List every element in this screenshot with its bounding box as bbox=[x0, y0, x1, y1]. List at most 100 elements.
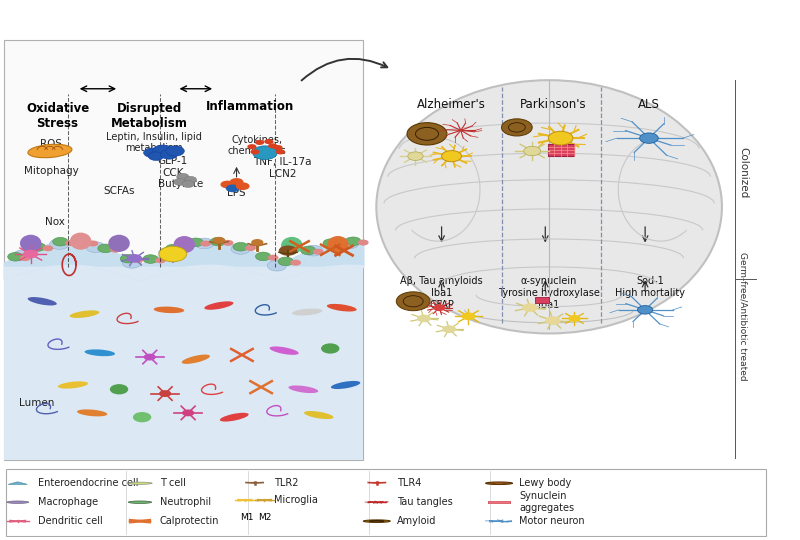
Ellipse shape bbox=[28, 297, 57, 306]
Circle shape bbox=[182, 409, 194, 416]
Circle shape bbox=[184, 177, 197, 183]
Text: Motor neuron: Motor neuron bbox=[519, 516, 585, 526]
Circle shape bbox=[110, 247, 121, 253]
Text: Nox: Nox bbox=[46, 217, 66, 227]
Text: Neutrophil: Neutrophil bbox=[160, 497, 211, 507]
Circle shape bbox=[407, 123, 447, 145]
Circle shape bbox=[486, 482, 513, 484]
Ellipse shape bbox=[158, 247, 178, 258]
Text: α-synuclein
Tyrosine hydroxylase
Iba1: α-synuclein Tyrosine hydroxylase Iba1 bbox=[498, 276, 600, 309]
Text: Aβ, Tau amyloids
Iba1
GFAP: Aβ, Tau amyloids Iba1 GFAP bbox=[400, 276, 483, 309]
Circle shape bbox=[210, 237, 226, 246]
Text: Germ-free/Antibiotic treated: Germ-free/Antibiotic treated bbox=[739, 252, 748, 381]
Circle shape bbox=[323, 239, 338, 247]
Circle shape bbox=[23, 249, 38, 258]
Circle shape bbox=[522, 303, 538, 312]
Circle shape bbox=[120, 254, 136, 263]
Circle shape bbox=[268, 143, 278, 148]
Text: ALS: ALS bbox=[638, 98, 660, 111]
Circle shape bbox=[133, 257, 143, 263]
Text: Parkinson's: Parkinson's bbox=[520, 98, 586, 111]
Circle shape bbox=[182, 181, 194, 187]
Circle shape bbox=[133, 412, 151, 422]
Circle shape bbox=[155, 258, 166, 264]
Circle shape bbox=[433, 304, 446, 311]
Ellipse shape bbox=[281, 237, 302, 254]
Circle shape bbox=[144, 354, 156, 361]
Text: Dendritic cell: Dendritic cell bbox=[38, 516, 102, 526]
Circle shape bbox=[246, 245, 256, 251]
Ellipse shape bbox=[231, 244, 250, 254]
Circle shape bbox=[128, 482, 152, 484]
Circle shape bbox=[249, 482, 260, 483]
Circle shape bbox=[213, 237, 225, 244]
Circle shape bbox=[247, 144, 257, 149]
Text: Leptin, Insulin, lipid
metabolism: Leptin, Insulin, lipid metabolism bbox=[106, 132, 202, 153]
Ellipse shape bbox=[174, 236, 195, 253]
Circle shape bbox=[174, 179, 186, 185]
Ellipse shape bbox=[28, 144, 72, 158]
Text: TLR2: TLR2 bbox=[274, 478, 299, 488]
Ellipse shape bbox=[58, 381, 88, 389]
Circle shape bbox=[371, 482, 382, 483]
Circle shape bbox=[492, 483, 506, 484]
Polygon shape bbox=[8, 482, 27, 484]
Circle shape bbox=[20, 255, 30, 261]
Circle shape bbox=[278, 257, 294, 266]
FancyBboxPatch shape bbox=[6, 469, 766, 536]
Circle shape bbox=[640, 133, 658, 143]
Text: Sod-1
High mortality: Sod-1 High mortality bbox=[615, 276, 686, 298]
Text: T cell: T cell bbox=[160, 478, 186, 488]
Circle shape bbox=[153, 145, 173, 156]
Circle shape bbox=[268, 255, 278, 261]
Ellipse shape bbox=[327, 236, 349, 253]
Circle shape bbox=[8, 253, 23, 261]
Circle shape bbox=[87, 240, 98, 246]
Circle shape bbox=[493, 521, 505, 522]
Circle shape bbox=[568, 315, 581, 322]
Ellipse shape bbox=[14, 250, 33, 261]
Ellipse shape bbox=[204, 301, 234, 310]
Circle shape bbox=[442, 325, 456, 333]
Text: Mitophagy: Mitophagy bbox=[24, 166, 79, 176]
Text: Amyloid: Amyloid bbox=[397, 516, 436, 526]
Circle shape bbox=[166, 245, 181, 253]
Circle shape bbox=[363, 520, 390, 522]
Text: Alzheimer's: Alzheimer's bbox=[417, 98, 486, 111]
Circle shape bbox=[230, 178, 243, 186]
Circle shape bbox=[98, 244, 113, 253]
Circle shape bbox=[346, 237, 361, 246]
Text: Tau tangles: Tau tangles bbox=[397, 497, 453, 507]
Ellipse shape bbox=[292, 308, 322, 315]
Circle shape bbox=[161, 150, 178, 159]
Circle shape bbox=[408, 152, 423, 160]
FancyBboxPatch shape bbox=[4, 40, 363, 460]
Polygon shape bbox=[4, 267, 363, 460]
Circle shape bbox=[110, 384, 128, 394]
Text: Enteroendocrine cell: Enteroendocrine cell bbox=[38, 478, 138, 488]
Circle shape bbox=[159, 390, 171, 397]
Circle shape bbox=[250, 149, 259, 154]
Text: Synuclein
aggregates: Synuclein aggregates bbox=[519, 491, 574, 513]
Text: GLP-1
CCK: GLP-1 CCK bbox=[158, 156, 188, 178]
Circle shape bbox=[178, 247, 189, 253]
Circle shape bbox=[276, 149, 285, 154]
Circle shape bbox=[638, 306, 653, 314]
Ellipse shape bbox=[327, 304, 357, 312]
Ellipse shape bbox=[50, 239, 69, 249]
Text: Microglia: Microglia bbox=[274, 495, 318, 505]
Circle shape bbox=[126, 254, 142, 262]
Circle shape bbox=[396, 292, 430, 310]
Ellipse shape bbox=[270, 347, 298, 355]
Circle shape bbox=[301, 246, 316, 255]
Circle shape bbox=[502, 119, 532, 136]
Text: M1: M1 bbox=[240, 513, 254, 522]
Text: Lewy body: Lewy body bbox=[519, 478, 571, 488]
Ellipse shape bbox=[77, 409, 107, 416]
Circle shape bbox=[259, 500, 270, 501]
Circle shape bbox=[221, 181, 234, 188]
Ellipse shape bbox=[331, 381, 360, 389]
Circle shape bbox=[255, 140, 264, 145]
Text: TNF, IL-17a
LCN2: TNF, IL-17a LCN2 bbox=[254, 158, 312, 179]
Circle shape bbox=[313, 249, 323, 255]
